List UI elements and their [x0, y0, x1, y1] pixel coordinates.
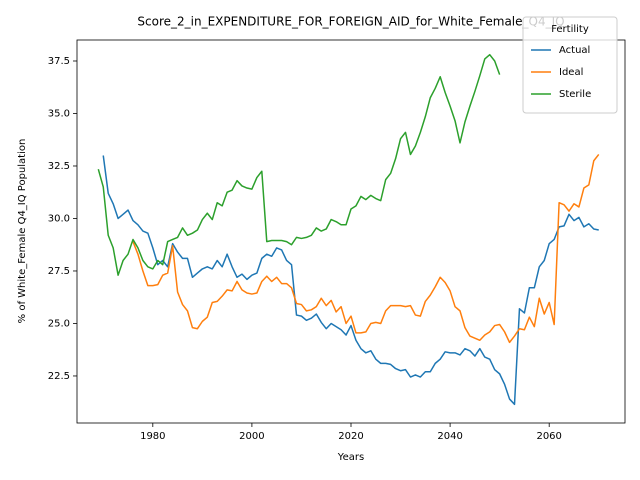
y-axis-label: % of White_Female Q4_IQ Population [17, 139, 28, 324]
line-series [102, 155, 599, 406]
legend-title: Fertility [551, 24, 589, 35]
legend-label: Ideal [559, 67, 583, 78]
legend-label: Actual [559, 45, 590, 56]
x-axis-label: Years [337, 452, 364, 463]
plot-frame [76, 39, 626, 424]
legend-label: Sterile [559, 89, 591, 100]
x-tick-label: 2020 [338, 431, 363, 442]
x-tick-label: 2000 [239, 431, 264, 442]
y-tick-label: 22.5 [48, 371, 70, 382]
y-tick-label: 37.5 [48, 56, 70, 67]
x-tick-label: 2060 [536, 431, 561, 442]
line-series [97, 53, 501, 276]
y-tick-label: 32.5 [48, 161, 70, 172]
y-tick-label: 30.0 [48, 213, 70, 224]
y-tick-label: 27.5 [48, 266, 70, 277]
y-tick-label: 25.0 [48, 318, 70, 329]
legend-box [522, 16, 618, 114]
x-tick-label: 2040 [437, 431, 462, 442]
chart-title: Score_2_in_EXPENDITURE_FOR_FOREIGN_AID_f… [137, 15, 564, 29]
x-tick-label: 1980 [140, 431, 165, 442]
line-series [132, 153, 600, 344]
y-tick-label: 35.0 [48, 108, 70, 119]
